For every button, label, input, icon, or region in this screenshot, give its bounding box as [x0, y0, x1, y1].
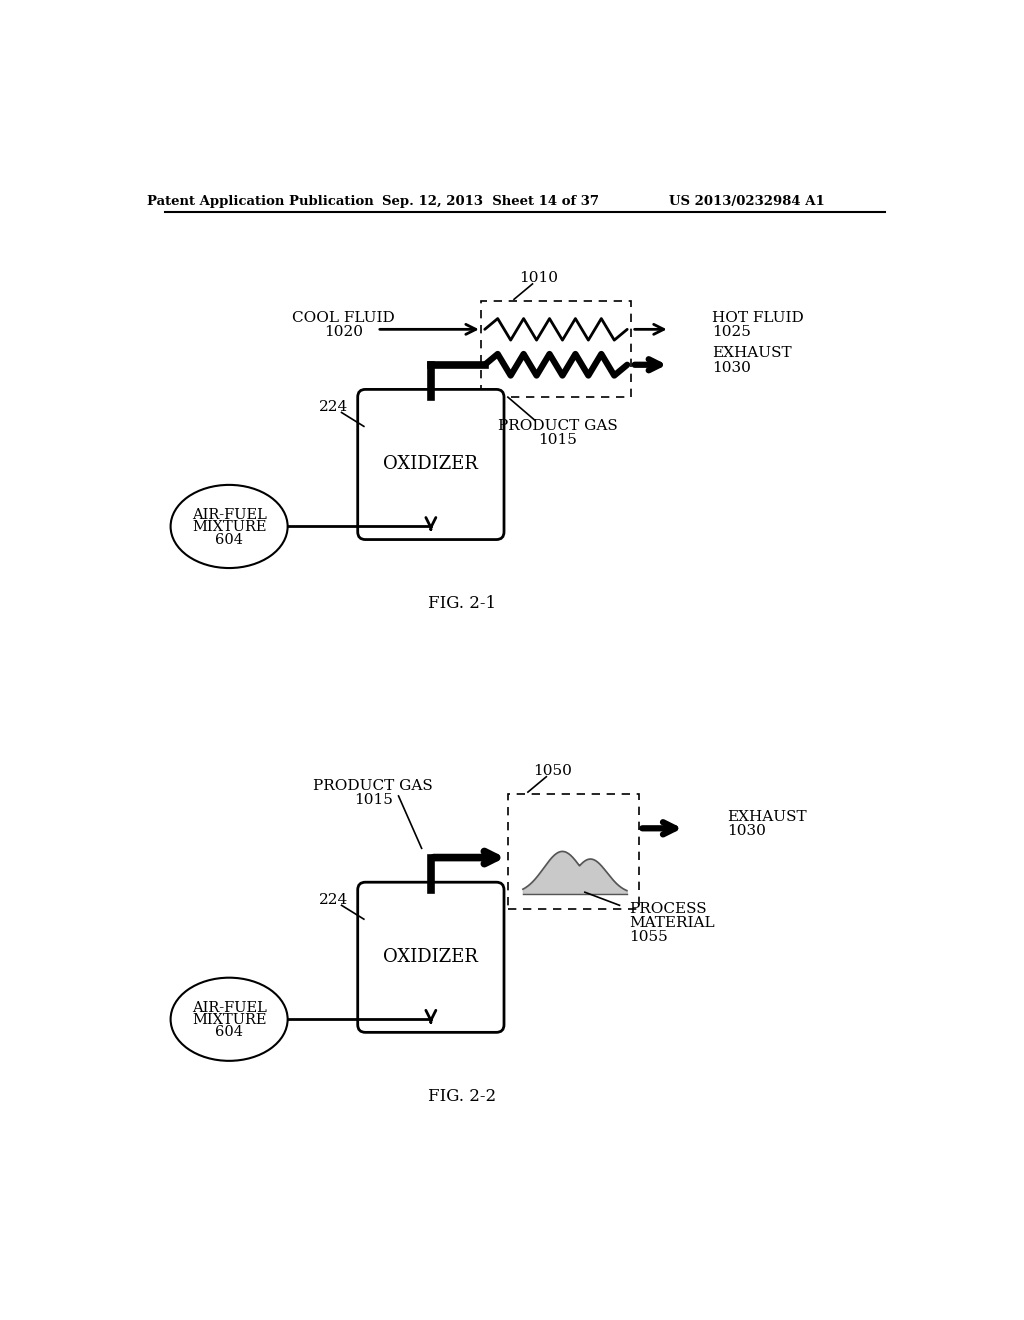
Text: OXIDIZER: OXIDIZER — [383, 948, 478, 966]
Text: 1025: 1025 — [712, 325, 751, 339]
Text: EXHAUST: EXHAUST — [712, 346, 792, 360]
Text: US 2013/0232984 A1: US 2013/0232984 A1 — [669, 195, 824, 209]
Text: OXIDIZER: OXIDIZER — [383, 455, 478, 474]
Text: 1030: 1030 — [727, 825, 766, 838]
Text: 1050: 1050 — [534, 763, 572, 777]
Text: 604: 604 — [215, 532, 243, 546]
Text: PROCESS: PROCESS — [630, 902, 708, 916]
Text: PRODUCT GAS: PRODUCT GAS — [313, 779, 433, 793]
Text: HOT FLUID: HOT FLUID — [712, 310, 804, 325]
FancyBboxPatch shape — [357, 882, 504, 1032]
Text: 1015: 1015 — [353, 793, 392, 807]
Text: 1010: 1010 — [519, 271, 558, 285]
Text: AIR-FUEL: AIR-FUEL — [191, 1001, 266, 1015]
Text: COOL FLUID: COOL FLUID — [293, 310, 395, 325]
Text: 1015: 1015 — [539, 433, 578, 447]
Text: PRODUCT GAS: PRODUCT GAS — [498, 420, 617, 433]
Text: Sep. 12, 2013  Sheet 14 of 37: Sep. 12, 2013 Sheet 14 of 37 — [382, 195, 599, 209]
Text: AIR-FUEL: AIR-FUEL — [191, 508, 266, 521]
Ellipse shape — [171, 978, 288, 1061]
Text: 1055: 1055 — [630, 929, 669, 944]
Bar — [508, 793, 639, 909]
Text: 1020: 1020 — [325, 325, 364, 339]
Text: 1030: 1030 — [712, 360, 751, 375]
Text: FIG. 2-2: FIG. 2-2 — [428, 1088, 496, 1105]
Text: FIG. 2-1: FIG. 2-1 — [428, 595, 496, 612]
Text: 604: 604 — [215, 1026, 243, 1039]
Ellipse shape — [171, 484, 288, 568]
Text: 224: 224 — [318, 400, 348, 414]
FancyBboxPatch shape — [357, 389, 504, 540]
Bar — [481, 301, 631, 397]
Text: MIXTURE: MIXTURE — [191, 520, 266, 535]
Text: Patent Application Publication: Patent Application Publication — [146, 195, 374, 209]
Text: MATERIAL: MATERIAL — [630, 916, 715, 931]
Text: MIXTURE: MIXTURE — [191, 1012, 266, 1027]
Text: EXHAUST: EXHAUST — [727, 809, 807, 824]
Text: 224: 224 — [318, 892, 348, 907]
